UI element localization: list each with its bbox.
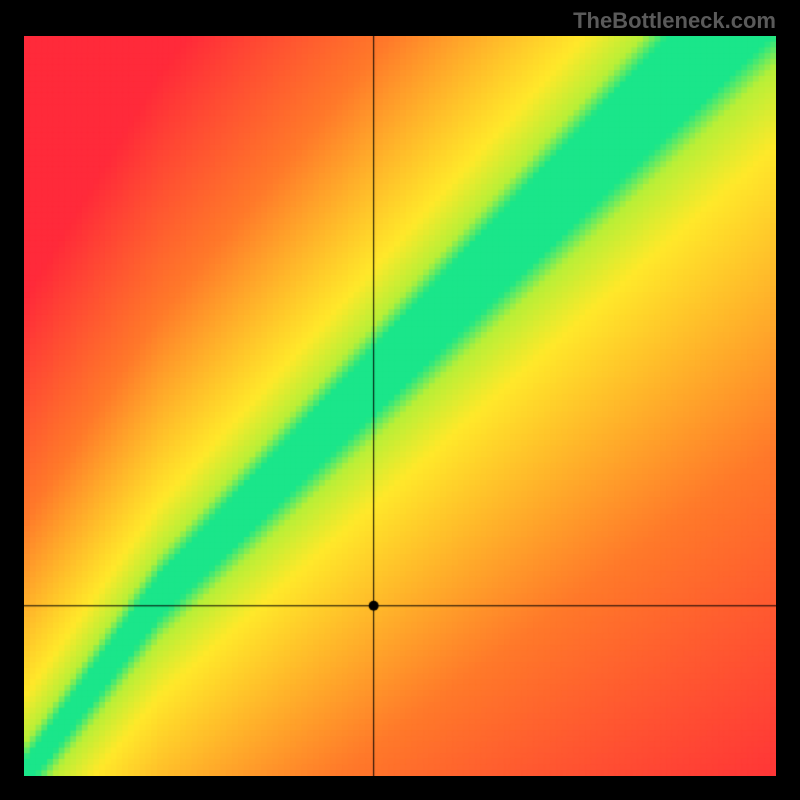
heatmap-plot <box>24 36 776 776</box>
heatmap-canvas <box>24 36 776 776</box>
watermark-text: TheBottleneck.com <box>573 8 776 34</box>
